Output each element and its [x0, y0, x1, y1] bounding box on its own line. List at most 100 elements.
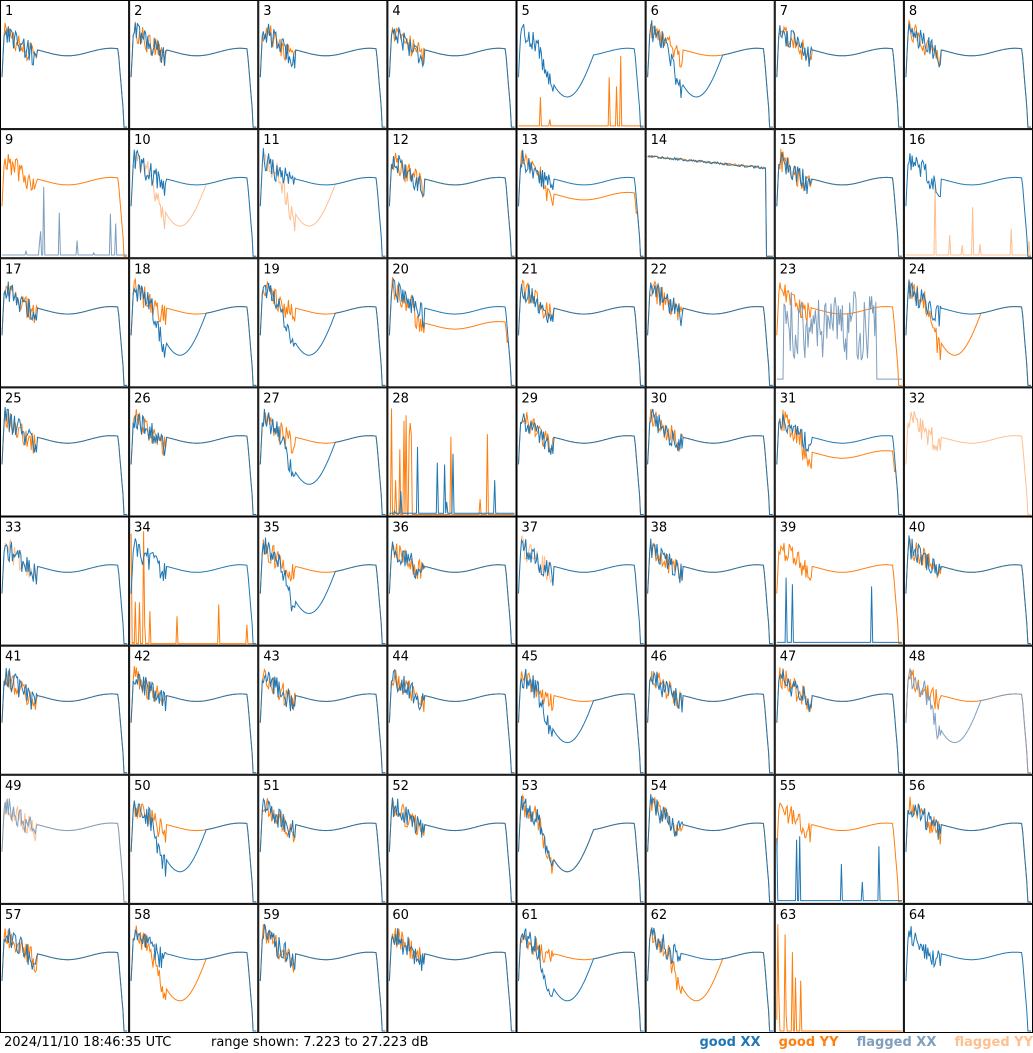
panel-number: 45 [522, 650, 539, 665]
panel-54: 54 [645, 774, 775, 904]
panel-number: 17 [5, 262, 22, 277]
panel-7: 7 [774, 0, 904, 130]
series-xx-line [518, 24, 644, 128]
panel-frame [258, 645, 388, 775]
panel-frame [129, 645, 259, 775]
panel-28: 28 [387, 387, 517, 517]
panel-number: 54 [651, 779, 668, 794]
panel-frame [645, 903, 775, 1033]
series-xx-line [905, 803, 1031, 903]
series-xx-line [518, 795, 644, 903]
panel-frame [0, 258, 130, 388]
panel-number: 30 [651, 391, 668, 406]
series-xx-line [1, 928, 128, 1032]
panel-number: 53 [522, 779, 539, 794]
panel-frame [903, 516, 1033, 646]
panel-11: 11 [258, 129, 388, 259]
panel-frame [516, 645, 646, 775]
panel-frame [258, 903, 388, 1033]
panel-number: 24 [909, 262, 926, 277]
panel-frame [387, 516, 517, 646]
series-xx-line [518, 149, 644, 257]
panel-frame [516, 774, 646, 904]
panel-number: 38 [651, 521, 668, 536]
panel-number: 49 [5, 779, 22, 794]
series-yy-line [776, 802, 902, 903]
panel-number: 36 [392, 521, 409, 536]
panel-number: 28 [392, 391, 409, 406]
panel-number: 34 [134, 521, 151, 536]
panel-frame [387, 645, 517, 775]
panel-8: 8 [903, 0, 1033, 130]
panel-6: 6 [645, 0, 775, 130]
panel-number: 6 [651, 4, 659, 19]
series-xx-line [130, 149, 257, 257]
panel-number: 14 [651, 133, 668, 148]
panel-number: 62 [651, 908, 668, 923]
series-xx-line [2, 186, 128, 256]
panel-frame [645, 516, 775, 646]
panel-number: 56 [909, 779, 926, 794]
series-xx-line [647, 927, 773, 1032]
panel-64: 64 [903, 903, 1033, 1033]
series-yy-line [130, 531, 257, 645]
series-xx-line [388, 928, 515, 1032]
panel-33: 33 [0, 516, 130, 646]
panel-frame [645, 387, 775, 517]
panel-49: 49 [0, 774, 130, 904]
panel-number: 1 [5, 4, 13, 19]
series-xx-line [647, 282, 773, 386]
panel-number: 44 [392, 650, 409, 665]
panel-frame [903, 903, 1033, 1033]
panel-frame [129, 903, 259, 1033]
series-xx-line [259, 148, 386, 257]
panel-frame [129, 774, 259, 904]
panel-47: 47 [774, 645, 904, 775]
panel-12: 12 [387, 129, 517, 259]
series-xx-line [905, 153, 1031, 257]
panel-58: 58 [129, 903, 259, 1033]
panel-frame [516, 387, 646, 517]
panel-35: 35 [258, 516, 388, 646]
footer: 2024/11/10 18:46:35 UTC range shown: 7.2… [0, 1033, 1033, 1053]
panel-46: 46 [645, 645, 775, 775]
panel-37: 37 [516, 516, 646, 646]
panel-frame [387, 129, 517, 259]
panel-number: 52 [392, 779, 409, 794]
panel-number: 25 [5, 391, 22, 406]
panel-number: 60 [392, 908, 409, 923]
panel-45: 45 [516, 645, 646, 775]
panel-number: 8 [909, 4, 917, 19]
series-xx-line [905, 926, 1031, 1032]
panel-frame [0, 129, 130, 259]
panel-frame [903, 129, 1033, 259]
legend: good XX good YY flagged XX flagged YY [685, 1035, 1033, 1050]
panel-number: 19 [263, 262, 280, 277]
series-xx-line [1, 26, 128, 128]
panel-number: 2 [134, 4, 142, 19]
panel-number: 58 [134, 908, 151, 923]
panel-44: 44 [387, 645, 517, 775]
series-yy-line [776, 542, 902, 645]
panel-number: 26 [134, 391, 151, 406]
panel-17: 17 [0, 258, 130, 388]
panel-frame [774, 774, 904, 904]
panel-number: 29 [522, 391, 539, 406]
panel-9: 9 [0, 129, 130, 259]
panel-number: 33 [5, 521, 22, 536]
panel-40: 40 [903, 516, 1033, 646]
series-xx-line [130, 800, 257, 903]
panel-frame [516, 258, 646, 388]
panel-59: 59 [258, 903, 388, 1033]
legend-good-yy: good YY [778, 1035, 839, 1050]
panel-number: 46 [651, 650, 668, 665]
panel-number: 37 [522, 521, 539, 536]
panel-frame [516, 903, 646, 1033]
panel-number: 63 [780, 908, 797, 923]
panel-number: 31 [780, 391, 797, 406]
panel-number: 61 [522, 908, 539, 923]
panel-number: 27 [263, 391, 280, 406]
panel-number: 18 [134, 262, 151, 277]
series-xx-line [1, 407, 128, 515]
panel-frame [129, 129, 259, 259]
